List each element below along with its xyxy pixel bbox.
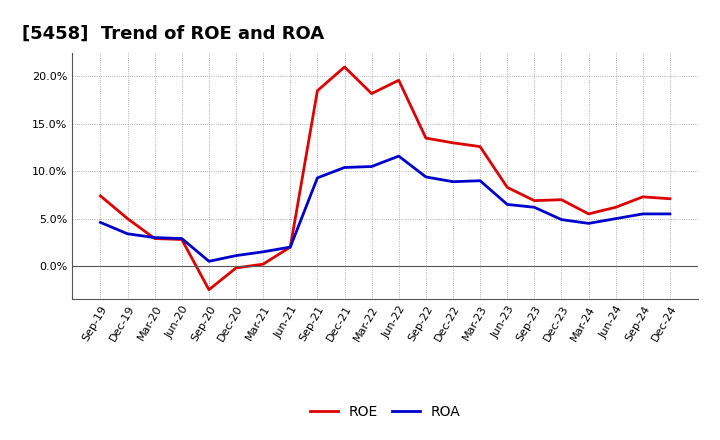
ROE — [286, 245, 294, 250]
ROE — [503, 185, 511, 190]
ROA — [665, 211, 674, 216]
ROA — [503, 202, 511, 207]
ROE — [449, 140, 457, 146]
ROA — [421, 174, 430, 180]
ROE — [395, 77, 403, 83]
Line: ROE: ROE — [101, 67, 670, 290]
ROE — [313, 88, 322, 93]
ROE — [150, 236, 159, 241]
ROA — [530, 205, 539, 210]
ROE — [665, 196, 674, 202]
ROA — [611, 216, 620, 221]
ROE — [204, 287, 213, 292]
ROA — [178, 236, 186, 241]
ROA — [449, 179, 457, 184]
ROA — [367, 164, 376, 169]
ROA — [259, 249, 268, 254]
ROA — [476, 178, 485, 183]
ROA — [232, 253, 240, 258]
ROA — [639, 211, 647, 216]
ROE — [476, 144, 485, 149]
ROA — [150, 235, 159, 240]
ROE — [123, 216, 132, 221]
ROE — [341, 64, 349, 70]
Legend: ROE, ROA: ROE, ROA — [305, 400, 466, 425]
ROA — [557, 217, 566, 222]
ROE — [367, 91, 376, 96]
ROA — [204, 259, 213, 264]
Text: [5458]  Trend of ROE and ROA: [5458] Trend of ROE and ROA — [22, 25, 324, 43]
ROA — [395, 154, 403, 159]
ROE — [259, 261, 268, 267]
Line: ROA: ROA — [101, 156, 670, 261]
ROE — [639, 194, 647, 199]
ROA — [341, 165, 349, 170]
ROA — [123, 231, 132, 236]
ROE — [96, 193, 105, 198]
ROE — [557, 197, 566, 202]
ROA — [584, 221, 593, 226]
ROE — [584, 211, 593, 216]
ROE — [611, 205, 620, 210]
ROE — [530, 198, 539, 203]
ROE — [178, 237, 186, 242]
ROA — [313, 175, 322, 180]
ROE — [421, 136, 430, 141]
ROA — [96, 220, 105, 225]
ROA — [286, 245, 294, 250]
ROE — [232, 265, 240, 271]
